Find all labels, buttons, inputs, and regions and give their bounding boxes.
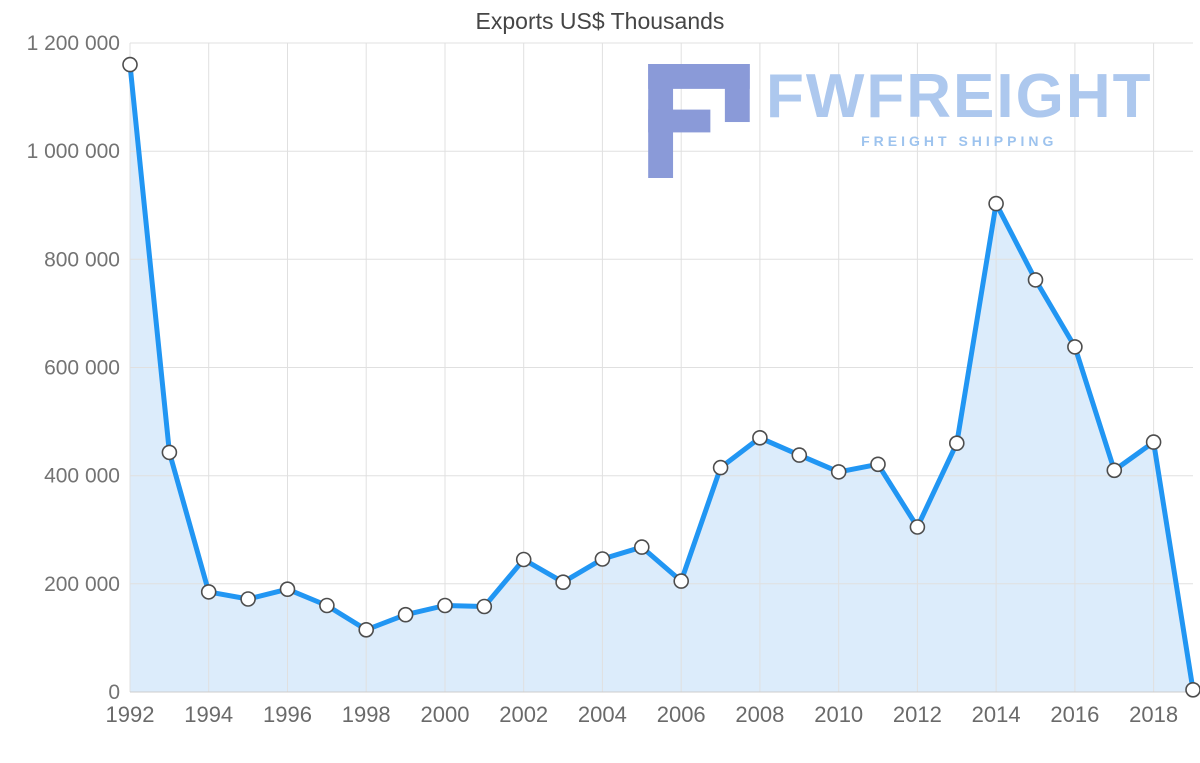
data-point-marker [358,621,375,638]
data-point-marker [870,456,886,473]
data-point-marker [712,459,729,476]
x-tick-label: 2006 [657,702,706,727]
fwfreight-logo-text: FWFREIGHT FREIGHT SHIPPING [766,64,1153,149]
x-tick-label: 2000 [421,702,470,727]
x-tick-label: 2010 [814,702,863,727]
data-point-marker [515,551,532,568]
y-tick-label: 600 000 [44,357,120,380]
data-point-marker [437,597,453,614]
x-tick-label: 2008 [735,702,784,727]
data-point-marker [319,597,335,614]
x-tick-label: 1998 [342,702,391,727]
chart-title: Exports US$ Thousands [475,8,725,34]
x-tick-label: 2012 [893,702,942,727]
data-point-marker [1027,272,1044,288]
data-point-marker [1185,682,1200,698]
series-line [127,62,1196,693]
data-point-marker [830,464,847,480]
fwfreight-logo-icon [648,64,750,178]
x-tick-label: 2004 [578,702,627,727]
data-point-marker [988,195,1004,212]
x-tick-label: 1996 [263,702,312,727]
data-point-marker [752,429,768,446]
series-area-fill [130,64,1193,693]
x-tick-label: 1992 [106,702,155,727]
x-tick-label: 2018 [1129,702,1178,727]
x-tick-label: 2002 [499,702,548,727]
data-point-marker [122,56,138,73]
y-tick-label: 1 000 000 [27,140,120,163]
fwfreight-watermark: FWFREIGHT FREIGHT SHIPPING [648,64,1153,178]
data-point-marker [1106,462,1123,479]
data-point-marker [673,573,690,589]
logo-icon-bar [648,109,711,133]
data-point-marker [909,519,926,535]
data-point-marker [948,435,965,452]
data-point-marker [633,539,650,555]
y-tick-label: 200 000 [44,573,120,596]
y-tick-label: 800 000 [44,248,120,271]
data-point-marker [555,574,571,591]
data-point-marker [397,606,414,623]
logo-icon-bar [724,64,750,123]
data-point-marker [279,581,296,598]
data-point-marker [200,584,217,600]
data-point-marker [476,598,493,615]
y-tick-label: 1 200 000 [27,32,120,55]
x-tick-label: 2016 [1050,702,1099,727]
logo-wordmark: FWFREIGHT [766,62,1153,131]
data-point-marker [240,591,256,607]
logo-tagline: FREIGHT SHIPPING [861,133,1058,150]
data-point-marker [161,444,178,461]
x-tick-label: 2014 [972,702,1021,727]
data-point-marker [1067,339,1083,355]
data-point-marker [594,551,611,567]
data-point-marker [791,447,808,463]
y-tick-label: 400 000 [44,465,120,488]
data-point-marker [1145,434,1162,450]
y-tick-label: 0 [108,681,120,704]
x-tick-label: 1994 [184,702,233,727]
